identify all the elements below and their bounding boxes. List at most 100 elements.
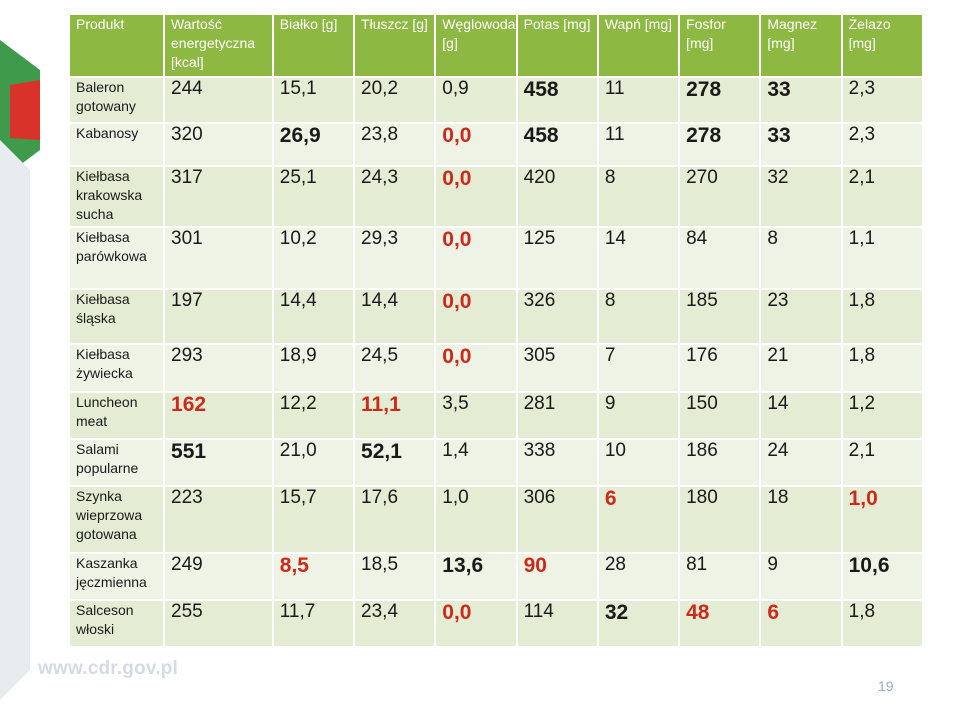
value-cell: 1,8	[842, 345, 922, 391]
footer-url: www.cdr.gov.pl	[38, 658, 179, 679]
value-cell: 7	[598, 345, 679, 391]
value-cell: 1,0	[842, 487, 922, 552]
value-cell: 18,5	[355, 554, 435, 599]
value-cell: 84	[680, 228, 760, 288]
column-header: Produkt	[70, 15, 164, 76]
column-header: Węglowodany [g]	[436, 15, 516, 76]
table-row: Baleron gotowany 244 15,1 20,2 0,9 458 11 278 33…	[70, 78, 922, 122]
value-cell: 11,7	[273, 601, 354, 646]
value-cell: 8	[598, 167, 679, 226]
product-name: Luncheon meat	[70, 393, 164, 438]
product-name: Kiełbasa krakowska sucha	[70, 167, 164, 226]
value-cell: 180	[680, 487, 760, 552]
value-cell: 33	[761, 78, 841, 122]
value-cell: 32	[761, 167, 841, 226]
value-cell: 25,1	[273, 167, 354, 226]
table-row: Kaszanka jęczmienna 249 8,5 18,5 13,6 90 28 81 9…	[70, 554, 922, 599]
column-header: Fosfor [mg]	[680, 15, 760, 76]
value-cell: 2,3	[842, 124, 922, 165]
value-cell: 1,4	[436, 440, 516, 485]
value-cell: 14	[761, 393, 841, 438]
column-header: Potas [mg]	[517, 15, 597, 76]
value-cell: 320	[165, 124, 272, 165]
value-cell: 15,7	[273, 487, 354, 552]
value-cell: 23	[761, 290, 841, 343]
value-cell: 90	[517, 554, 597, 599]
column-header: Żelazo [mg]	[842, 15, 922, 76]
value-cell: 281	[517, 393, 597, 438]
table-row: Kiełbasa krakowska sucha 317 25,1 24,3 0,0 42…	[70, 167, 922, 226]
value-cell: 255	[165, 601, 272, 646]
value-cell: 14,4	[273, 290, 354, 343]
value-cell: 8	[761, 228, 841, 288]
column-header: Wartość energetyczna [kcal]	[165, 15, 272, 76]
product-name: Kaszanka jęczmienna	[70, 554, 164, 599]
value-cell: 0,0	[436, 167, 516, 226]
value-cell: 23,4	[355, 601, 435, 646]
product-name: Salceson włoski	[70, 601, 164, 646]
value-cell: 197	[165, 290, 272, 343]
value-cell: 270	[680, 167, 760, 226]
value-cell: 11,1	[355, 393, 435, 438]
value-cell: 52,1	[355, 440, 435, 485]
value-cell: 10,2	[273, 228, 354, 288]
value-cell: 125	[517, 228, 597, 288]
value-cell: 81	[680, 554, 760, 599]
column-header: Białko [g]	[273, 15, 354, 76]
value-cell: 223	[165, 487, 272, 552]
value-cell: 0,0	[436, 601, 516, 646]
value-cell: 278	[680, 124, 760, 165]
value-cell: 2,1	[842, 167, 922, 226]
value-cell: 1,8	[842, 601, 922, 646]
value-cell: 2,1	[842, 440, 922, 485]
value-cell: 338	[517, 440, 597, 485]
value-cell: 10	[598, 440, 679, 485]
table-row: Kabanosy 320 26,9 23,8 0,0 458 11 278 33 2,3	[70, 124, 922, 165]
table-row: Szynka wieprzowa gotowana 223 15,7 17,6 1,0 3…	[70, 487, 922, 552]
table-header: Produkt Wartość energetyczna [kcal] Białko…	[70, 15, 922, 76]
header-row: Produkt Wartość energetyczna [kcal] Białko…	[70, 15, 922, 76]
value-cell: 10,6	[842, 554, 922, 599]
value-cell: 0,9	[436, 78, 516, 122]
value-cell: 114	[517, 601, 597, 646]
value-cell: 185	[680, 290, 760, 343]
value-cell: 293	[165, 345, 272, 391]
value-cell: 14	[598, 228, 679, 288]
value-cell: 1,8	[842, 290, 922, 343]
nutrition-table: Produkt Wartość energetyczna [kcal] Białko…	[68, 13, 924, 648]
value-cell: 306	[517, 487, 597, 552]
value-cell: 33	[761, 124, 841, 165]
value-cell: 17,6	[355, 487, 435, 552]
product-name: Kiełbasa żywiecka	[70, 345, 164, 391]
value-cell: 244	[165, 78, 272, 122]
value-cell: 326	[517, 290, 597, 343]
table-row: Salceson włoski 255 11,7 23,4 0,0 114 32 48 6 1,8	[70, 601, 922, 646]
column-header: Magnez [mg]	[761, 15, 841, 76]
table-row: Luncheon meat 162 12,2 11,1 3,5 281 9 150 14 1,2	[70, 393, 922, 438]
value-cell: 14,4	[355, 290, 435, 343]
product-name: Kabanosy	[70, 124, 164, 165]
product-name: Kiełbasa parówkowa	[70, 228, 164, 288]
value-cell: 2,3	[842, 78, 922, 122]
table-row: Kiełbasa śląska 197 14,4 14,4 0,0 326 8 185 23 1,…	[70, 290, 922, 343]
value-cell: 0,0	[436, 290, 516, 343]
value-cell: 0,0	[436, 124, 516, 165]
value-cell: 8	[598, 290, 679, 343]
value-cell: 0,0	[436, 228, 516, 288]
value-cell: 301	[165, 228, 272, 288]
value-cell: 278	[680, 78, 760, 122]
value-cell: 9	[598, 393, 679, 438]
value-cell: 32	[598, 601, 679, 646]
value-cell: 13,6	[436, 554, 516, 599]
value-cell: 249	[165, 554, 272, 599]
table-row: Kiełbasa żywiecka 293 18,9 24,5 0,0 305 7 176 21…	[70, 345, 922, 391]
decorative-logo-shape	[0, 40, 40, 700]
value-cell: 28	[598, 554, 679, 599]
value-cell: 11	[598, 124, 679, 165]
value-cell: 1,0	[436, 487, 516, 552]
table-body: Baleron gotowany 244 15,1 20,2 0,9 458 11 278 33…	[70, 78, 922, 646]
value-cell: 317	[165, 167, 272, 226]
value-cell: 24,3	[355, 167, 435, 226]
value-cell: 1,2	[842, 393, 922, 438]
value-cell: 458	[517, 124, 597, 165]
